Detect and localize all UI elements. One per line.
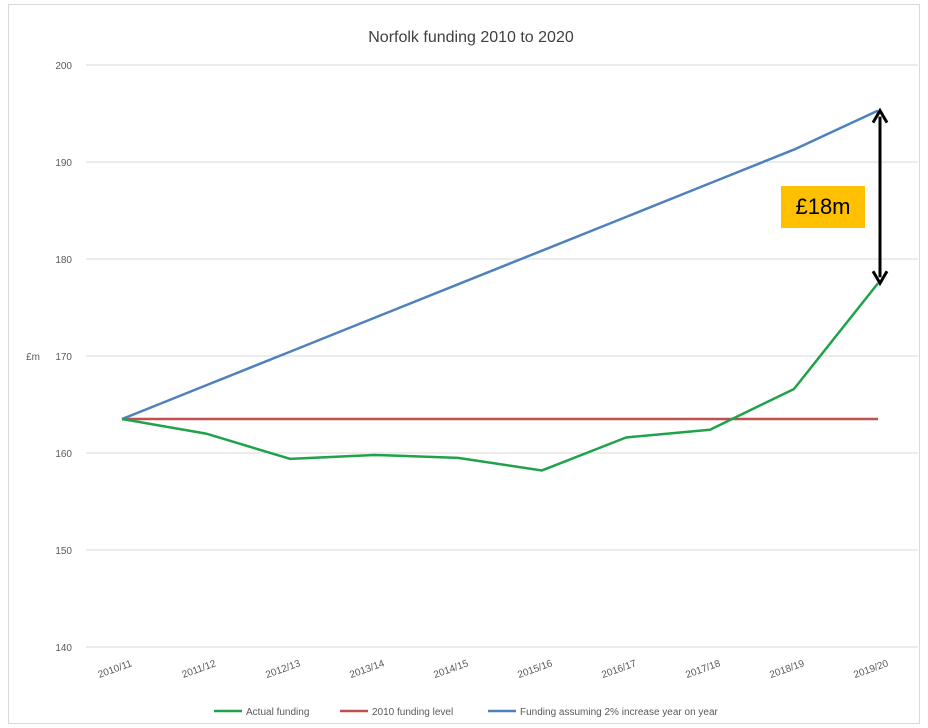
chart-title: Norfolk funding 2010 to 2020 bbox=[368, 29, 574, 46]
series-lines bbox=[121, 109, 879, 472]
series-line bbox=[121, 109, 879, 421]
legend-label: 2010 funding level bbox=[372, 707, 453, 718]
y-tick-label: 200 bbox=[55, 61, 72, 72]
y-axis-label: £m bbox=[26, 352, 40, 363]
x-tick-label: 2016/17 bbox=[600, 658, 638, 681]
x-tick-label: 2012/13 bbox=[264, 658, 302, 681]
difference-label: £18m bbox=[781, 186, 865, 228]
series-line bbox=[121, 282, 879, 472]
legend: Actual funding 2010 funding level Funding … bbox=[214, 707, 719, 718]
arrow-head-down bbox=[871, 270, 889, 287]
x-tick-label: 2017/18 bbox=[684, 658, 722, 681]
x-tick-label: 2013/14 bbox=[348, 658, 386, 681]
y-tick-label: 160 bbox=[55, 449, 72, 460]
difference-arrow bbox=[871, 107, 889, 287]
x-tick-labels: 2010/11 2011/12 2012/13 2013/14 2014/15 2015/… bbox=[97, 658, 891, 681]
x-tick-label: 2011/12 bbox=[181, 658, 218, 681]
legend-label: Funding assuming 2% increase year on yea… bbox=[520, 707, 719, 718]
y-tick-labels: 140 150 160 170 180 190 200 bbox=[55, 61, 72, 654]
y-tick-label: 170 bbox=[55, 352, 72, 363]
y-tick-label: 150 bbox=[55, 546, 72, 557]
x-tick-label: 2014/15 bbox=[432, 658, 470, 681]
y-tick-label: 190 bbox=[55, 158, 72, 169]
grid-lines bbox=[86, 64, 918, 648]
x-tick-label: 2010/11 bbox=[97, 658, 134, 681]
x-tick-label: 2019/20 bbox=[852, 658, 890, 681]
y-tick-label: 140 bbox=[55, 643, 72, 654]
y-tick-label: 180 bbox=[55, 255, 72, 266]
x-tick-label: 2018/19 bbox=[768, 658, 806, 681]
chart-frame bbox=[8, 4, 920, 724]
x-tick-label: 2015/16 bbox=[516, 658, 554, 681]
legend-label: Actual funding bbox=[246, 707, 309, 718]
arrow-head-up bbox=[871, 107, 889, 124]
